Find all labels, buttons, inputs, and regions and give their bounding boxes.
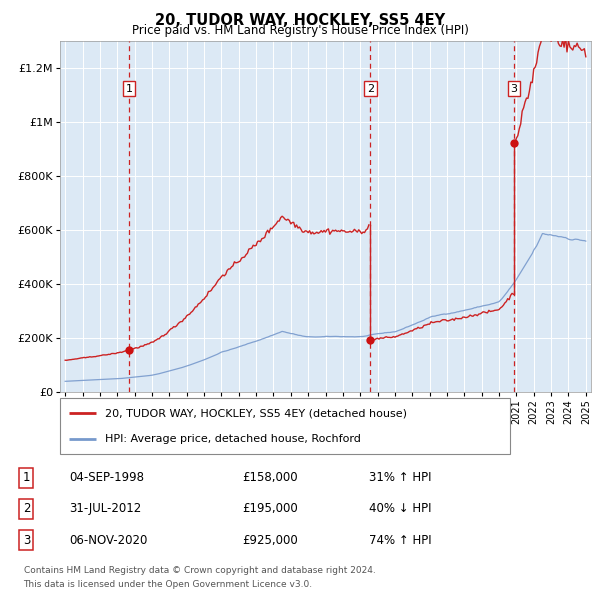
Text: 20, TUDOR WAY, HOCKLEY, SS5 4EY: 20, TUDOR WAY, HOCKLEY, SS5 4EY [155, 13, 445, 28]
Text: £925,000: £925,000 [242, 533, 298, 546]
Text: £195,000: £195,000 [242, 502, 298, 516]
Text: 3: 3 [23, 533, 30, 546]
Text: HPI: Average price, detached house, Rochford: HPI: Average price, detached house, Roch… [105, 434, 361, 444]
Text: 2: 2 [367, 84, 374, 94]
Text: 31% ↑ HPI: 31% ↑ HPI [369, 471, 431, 484]
Text: 40% ↓ HPI: 40% ↓ HPI [369, 502, 431, 516]
Text: This data is licensed under the Open Government Licence v3.0.: This data is licensed under the Open Gov… [23, 581, 313, 589]
Text: 06-NOV-2020: 06-NOV-2020 [70, 533, 148, 546]
Text: 74% ↑ HPI: 74% ↑ HPI [369, 533, 432, 546]
Text: 1: 1 [125, 84, 133, 94]
Text: 1: 1 [23, 471, 30, 484]
Text: £158,000: £158,000 [242, 471, 298, 484]
Text: 2: 2 [23, 502, 30, 516]
Text: 31-JUL-2012: 31-JUL-2012 [70, 502, 142, 516]
Text: 20, TUDOR WAY, HOCKLEY, SS5 4EY (detached house): 20, TUDOR WAY, HOCKLEY, SS5 4EY (detache… [105, 408, 407, 418]
Text: 3: 3 [510, 84, 517, 94]
Text: Contains HM Land Registry data © Crown copyright and database right 2024.: Contains HM Land Registry data © Crown c… [23, 566, 375, 575]
Text: Price paid vs. HM Land Registry's House Price Index (HPI): Price paid vs. HM Land Registry's House … [131, 24, 469, 37]
Text: 04-SEP-1998: 04-SEP-1998 [70, 471, 145, 484]
